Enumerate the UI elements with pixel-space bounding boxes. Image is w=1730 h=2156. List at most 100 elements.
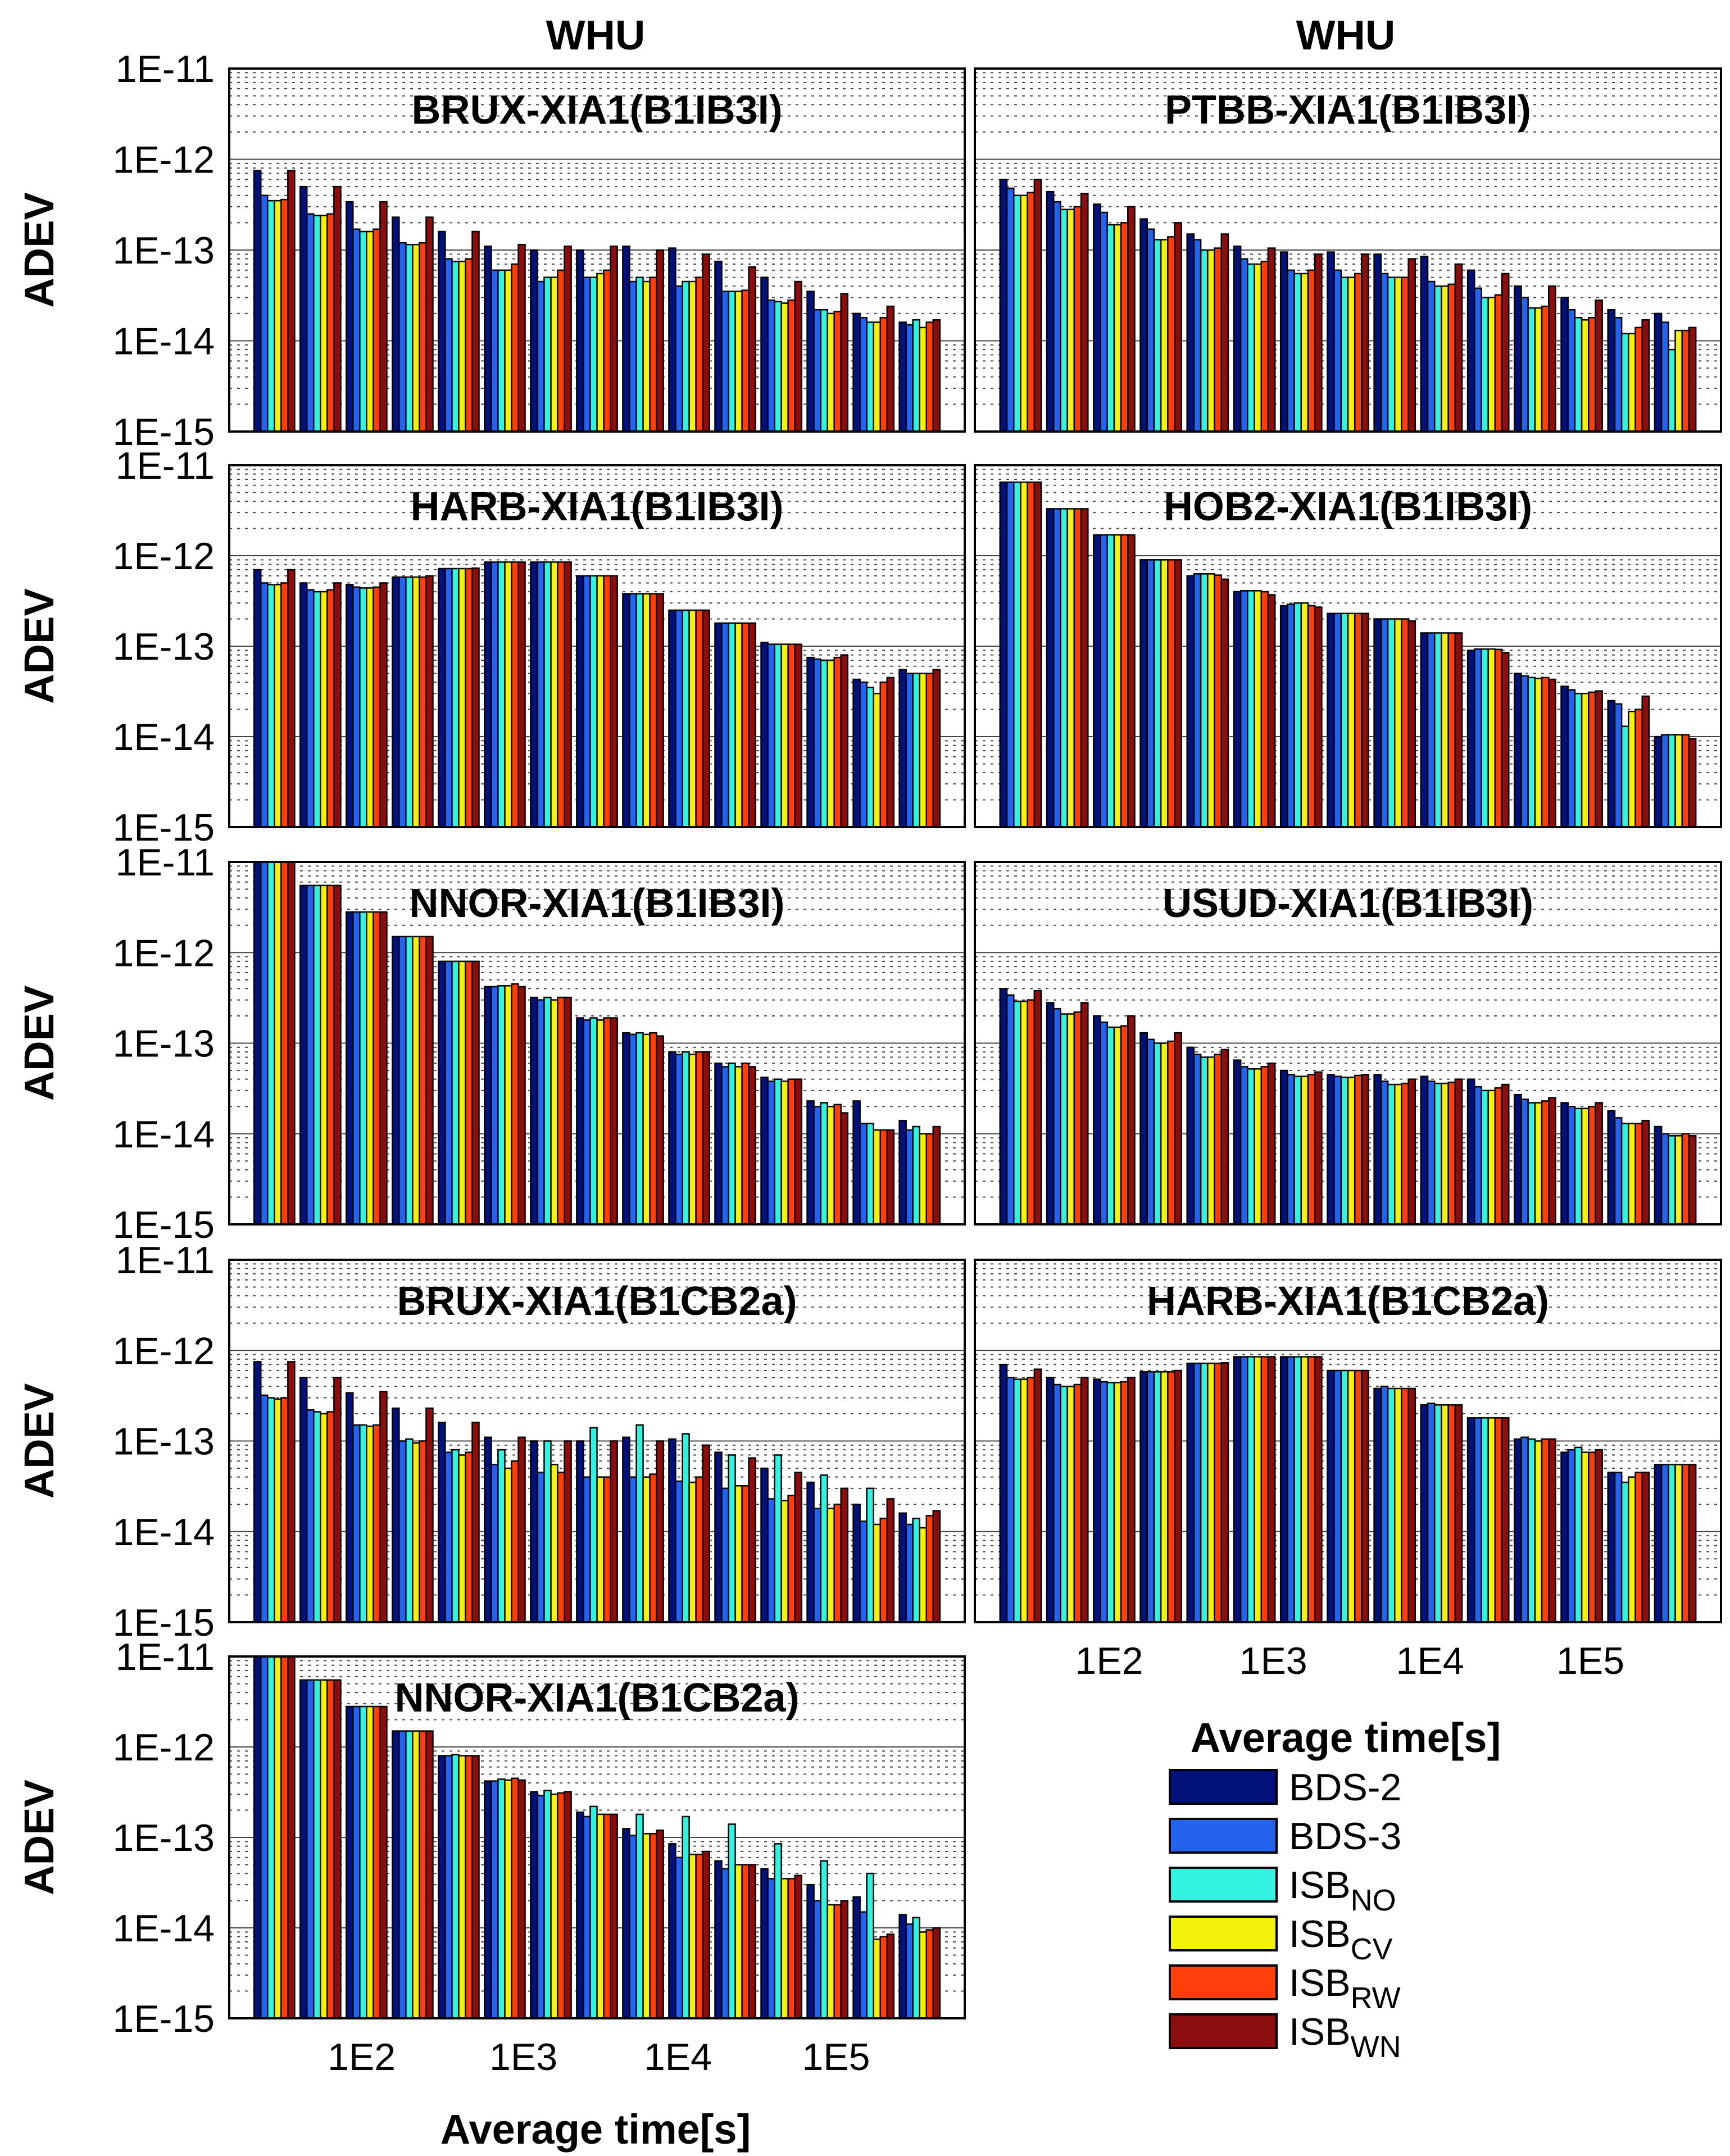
- bar-isb-no-3: [1106, 1382, 1115, 1623]
- bar-isb-wn-14: [886, 305, 895, 433]
- bar-isb-cv-13: [827, 659, 835, 828]
- bar-isb-no-9: [1387, 276, 1396, 433]
- bar-isb-cv-4: [412, 1730, 420, 2019]
- bar-isb-no-15: [912, 673, 920, 828]
- bar-bds-2-4: [1139, 559, 1148, 828]
- bar-isb-wn-5: [1220, 1362, 1229, 1623]
- bar-isb-rw-7: [557, 269, 565, 433]
- bar-isb-rw-8: [1354, 612, 1363, 828]
- bar-isb-cv-5: [1207, 573, 1215, 828]
- panel-hob2-xia1-b1ib3i-title: HOB2-XIA1(B1IB3I): [1164, 484, 1532, 529]
- legend-swatch: [1169, 1818, 1278, 1854]
- bar-isb-no-9: [635, 1424, 644, 1623]
- bar-bds-2-13: [806, 1883, 815, 2019]
- bar-isb-cv-11: [734, 291, 743, 433]
- bar-isb-rw-1: [1027, 1377, 1036, 1623]
- bar-bds-3-5: [1193, 1363, 1202, 1623]
- bar-bds-2-1: [253, 1361, 262, 1623]
- bar-bds-2-13: [1560, 297, 1569, 433]
- panel-brux-xia1-b1ib3i: BRUX-XIA1(B1IB3I) 1E-15 1E-14 1E-13 1E-12 1E-…: [16, 48, 966, 453]
- bar-isb-no-2: [313, 215, 321, 433]
- legend-label: BDS-2: [1289, 1766, 1401, 1809]
- bar-bds-2-2: [1046, 190, 1055, 433]
- bar-isb-rw-5: [1214, 1054, 1223, 1225]
- bar-isb-rw-2: [1073, 206, 1082, 433]
- bar-isb-cv-10: [1441, 285, 1449, 433]
- bar-isb-wn-12: [1548, 1438, 1556, 1623]
- bar-bds-3-5: [444, 568, 453, 828]
- bar-bds-2-5: [438, 1755, 446, 2019]
- bar-isb-wn-2: [1080, 193, 1089, 433]
- bar-isb-wn-13: [1595, 1449, 1603, 1623]
- bar-isb-cv-5: [458, 1454, 466, 1623]
- y-tick-label: 1E-11: [116, 841, 215, 884]
- bar-isb-rw-12: [1541, 1438, 1550, 1623]
- panel-nnor-xia1-b1ib3i-frame: [228, 861, 966, 1225]
- bar-bds-2-11: [714, 1451, 723, 1623]
- bar-bds-2-11: [1466, 1078, 1475, 1225]
- bar-isb-rw-2: [1073, 508, 1082, 828]
- bar-bds-2-14: [1607, 1110, 1616, 1225]
- bar-isb-rw-4: [419, 1730, 427, 2019]
- bar-isb-wn-8: [610, 1813, 618, 2019]
- bar-bds-2-9: [622, 1436, 630, 1623]
- bar-isb-no-11: [1481, 1090, 1489, 1225]
- bar-isb-wn-15: [932, 319, 941, 433]
- bar-bds-3-7: [537, 1472, 545, 1623]
- bar-bds-3-12: [1520, 297, 1529, 433]
- bar-isb-cv-7: [1300, 273, 1309, 433]
- bar-isb-no-5: [451, 960, 460, 1225]
- bar-bds-2-12: [760, 1077, 769, 1225]
- bar-isb-rw-15: [1681, 1133, 1690, 1225]
- legend-swatch: [1169, 1916, 1278, 1951]
- bar-bds-2-13: [1560, 1102, 1569, 1225]
- bar-isb-cv-6: [1254, 590, 1263, 828]
- bar-bds-3-14: [859, 1911, 868, 2019]
- bar-isb-wn-6: [1267, 1063, 1276, 1225]
- bar-isb-rw-15: [925, 1133, 934, 1225]
- x-tick-label: 1E2: [1075, 1640, 1143, 1682]
- bar-isb-wn-14: [886, 1129, 895, 1225]
- bar-bds-3-7: [537, 1795, 545, 2019]
- bar-bds-2-10: [1420, 1404, 1429, 1623]
- bar-isb-cv-6: [504, 985, 512, 1225]
- bar-isb-rw-13: [1588, 1451, 1596, 1623]
- bar-bds-2-5: [438, 230, 446, 433]
- x-tick-label: 1E3: [489, 2036, 557, 2078]
- bar-isb-wn-4: [425, 1407, 434, 1623]
- bar-bds-2-7: [530, 249, 538, 433]
- bar-isb-no-4: [1153, 239, 1162, 433]
- bar-isb-no-2: [313, 1679, 321, 2019]
- bar-isb-cv-6: [1254, 1356, 1263, 1623]
- bar-isb-cv-10: [688, 609, 697, 828]
- bar-isb-wn-8: [610, 246, 618, 433]
- bar-bds-2-13: [1560, 1451, 1569, 1623]
- bar-isb-no-11: [728, 1063, 736, 1225]
- bar-isb-cv-12: [1534, 678, 1543, 828]
- bar-bds-2-2: [299, 582, 308, 828]
- bar-isb-wn-10: [1454, 1404, 1463, 1623]
- bar-isb-no-14: [1620, 1123, 1629, 1225]
- bar-isb-rw-7: [1307, 605, 1316, 828]
- bar-isb-rw-5: [465, 568, 473, 828]
- bar-isb-rw-6: [511, 1777, 519, 2019]
- bar-isb-cv-8: [596, 1476, 605, 1623]
- bar-bds-2-14: [852, 1503, 861, 1623]
- bar-isb-no-6: [497, 1778, 506, 2019]
- y-tick-label: 1E-14: [113, 320, 215, 363]
- legend-label-subscript: NO: [1351, 1883, 1396, 1917]
- bar-bds-2-12: [760, 642, 769, 828]
- bar-isb-rw-9: [649, 1032, 657, 1225]
- bar-isb-cv-1: [274, 861, 282, 1225]
- y-tick-label: 1E-14: [113, 1907, 215, 1950]
- bar-isb-wn-5: [471, 960, 480, 1225]
- bar-isb-wn-14: [1641, 319, 1650, 433]
- bar-bds-2-3: [1093, 534, 1101, 828]
- bar-isb-rw-15: [925, 321, 934, 433]
- bar-isb-rw-12: [787, 299, 796, 433]
- bar-bds-3-15: [1660, 734, 1669, 828]
- bar-isb-no-12: [774, 301, 782, 433]
- bar-bds-2-14: [852, 312, 861, 433]
- bar-isb-cv-4: [412, 936, 420, 1225]
- bar-isb-no-14: [866, 687, 874, 828]
